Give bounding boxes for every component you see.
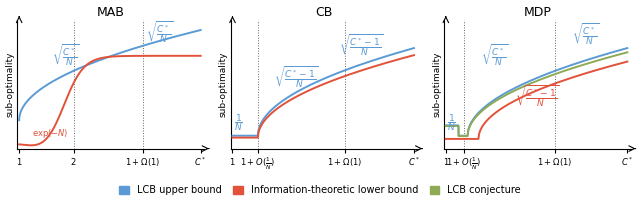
Text: $\sqrt{\dfrac{C^*-1}{N}}$: $\sqrt{\dfrac{C^*-1}{N}}$ — [339, 32, 383, 59]
Text: $\exp(-N)$: $\exp(-N)$ — [32, 126, 69, 140]
Title: MAB: MAB — [97, 6, 125, 19]
Text: $\sqrt{\dfrac{C^*}{N}}$: $\sqrt{\dfrac{C^*}{N}}$ — [572, 22, 600, 48]
Text: $\dfrac{1}{N}$: $\dfrac{1}{N}$ — [234, 112, 243, 133]
Text: $\sqrt{\dfrac{C^*-1}{N}}$: $\sqrt{\dfrac{C^*-1}{N}}$ — [274, 65, 318, 91]
Y-axis label: sub-optimality: sub-optimality — [6, 51, 15, 117]
Text: $\sqrt{\dfrac{C^*}{N}}$: $\sqrt{\dfrac{C^*}{N}}$ — [481, 43, 508, 69]
Text: $\sqrt{\dfrac{C^*-1}{N}}$: $\sqrt{\dfrac{C^*-1}{N}}$ — [515, 84, 559, 110]
Title: MDP: MDP — [524, 6, 552, 19]
Text: $\sqrt{\dfrac{C^*}{N}}$: $\sqrt{\dfrac{C^*}{N}}$ — [52, 43, 80, 69]
Legend: LCB upper bound, Information-theoretic lower bound, LCB conjecture: LCB upper bound, Information-theoretic l… — [115, 181, 525, 199]
Text: $\dfrac{1}{N}$: $\dfrac{1}{N}$ — [447, 112, 456, 133]
Title: CB: CB — [316, 6, 333, 19]
Y-axis label: sub-optimality: sub-optimality — [432, 51, 441, 117]
Text: $\sqrt{\dfrac{C^*}{N}}$: $\sqrt{\dfrac{C^*}{N}}$ — [146, 20, 173, 46]
Y-axis label: sub-optimality: sub-optimality — [219, 51, 228, 117]
